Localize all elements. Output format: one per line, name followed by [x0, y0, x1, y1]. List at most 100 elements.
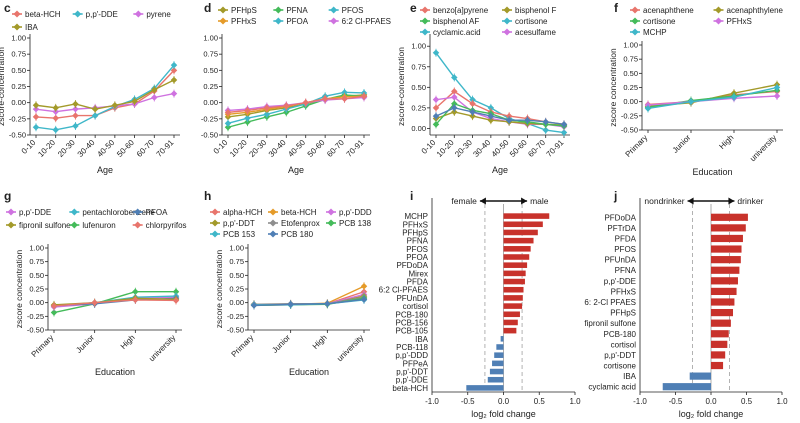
panel-letter-h: h — [204, 189, 211, 203]
panel-letter-j: j — [613, 189, 617, 203]
x-tick-label-d-1: 10-20 — [228, 138, 249, 159]
legend-marker-g-5 — [134, 221, 142, 229]
x-tick-label-f-0: Primary — [624, 133, 650, 159]
data-point-f-4-1 — [687, 98, 695, 105]
x-tick-label-j-3: 0.5 — [741, 397, 753, 406]
bar-label-i-8: PFDA — [407, 278, 429, 287]
x-tick-label-e-7: 70-91 — [545, 138, 566, 159]
data-point-c-3-2 — [72, 100, 79, 108]
y-tick-label-f-5: 0.75 — [623, 55, 638, 64]
legend-marker-e-2 — [421, 17, 429, 25]
legend-label-h-6: PCB 153 — [223, 230, 256, 239]
y-axis-title-h: zscore concentration — [214, 250, 224, 329]
data-point-c-3-5 — [131, 98, 138, 105]
line-chart-d: PFHpS PFNA PFOS PFHxS PFOA 6:2 Cl-PFAES -0.50 -… — [201, 6, 391, 175]
legend-marker-d-4 — [274, 17, 282, 25]
bar-label-j-6: p,p'-DDE — [604, 277, 636, 286]
legend-marker-h-5 — [327, 219, 335, 227]
data-point-d-5-1 — [244, 107, 251, 114]
bar-label-i-0: MCHP — [404, 212, 428, 221]
bar-label-j-1: PFTrDA — [607, 224, 636, 233]
legend-label-g-5: chlorpyrifos — [146, 221, 187, 230]
bar-i-12 — [503, 311, 520, 318]
y-tick-label-c-2: 0.00 — [11, 98, 26, 107]
x-tick-label-i-4: 1.0 — [569, 397, 581, 406]
series-line-d-2 — [227, 91, 365, 125]
arrow-head-left-j — [687, 197, 694, 205]
data-point-c-3-0 — [32, 102, 40, 109]
bar-i-14 — [503, 327, 517, 334]
series-line-g-5 — [53, 299, 177, 307]
bar-i-1 — [503, 221, 543, 228]
data-point-d-5-7 — [360, 92, 368, 100]
x-tick-label-c-2: 20-30 — [56, 138, 77, 159]
data-point-c-1-1 — [52, 126, 59, 134]
y-tick-label-h-5: 0.75 — [229, 257, 244, 266]
y-tick-label-e-1: 0.25 — [411, 103, 426, 112]
y-tick-label-f-3: 0.25 — [623, 83, 638, 92]
x-tick-label-e-3: 30-40 — [471, 138, 492, 159]
legend-label-d-5: 6:2 Cl-PFAES — [342, 17, 391, 26]
series-line-e-0 — [435, 52, 565, 134]
x-tick-label-d-6: 60-70 — [325, 138, 346, 159]
bar-j-7 — [711, 287, 737, 296]
legend-marker-f-3 — [714, 17, 723, 25]
bar-label-i-9: 6:2 Cl-PFAES — [379, 286, 428, 295]
series-line-c-3 — [35, 79, 175, 110]
data-point-c-3-7 — [170, 76, 178, 84]
x-tick-label-c-1: 10-20 — [36, 138, 57, 159]
data-point-f-4-2 — [730, 93, 738, 101]
bar-i-9 — [503, 286, 524, 293]
legend-label-c-2: pyrene — [146, 10, 171, 19]
bar-label-i-19: p,p'-DDT — [396, 368, 428, 377]
bar-label-j-3: PFOS — [614, 245, 636, 254]
panel-letter-d: d — [204, 1, 211, 15]
data-point-c-1-3 — [91, 112, 99, 119]
data-point-e-5-3 — [487, 112, 495, 120]
bar-i-19 — [489, 368, 504, 375]
legend-label-e-5: acesulfame — [515, 28, 556, 37]
legend-label-e-4: cyclamic.acid — [433, 28, 481, 37]
bar-j-3 — [711, 245, 742, 253]
legend-marker-e-0 — [421, 6, 429, 14]
bar-label-j-5: PFNA — [615, 266, 637, 275]
data-point-h-7-0 — [250, 302, 258, 309]
legend-label-d-4: PFOA — [286, 17, 308, 26]
data-point-e-4-1 — [451, 100, 458, 108]
legend-marker-c-3 — [13, 23, 21, 31]
panel-letter-e: e — [410, 1, 417, 15]
legend-label-f-4: MCHP — [643, 28, 667, 37]
x-tick-label-d-4: 40-50 — [286, 138, 307, 159]
y-tick-label-e-3: 0.75 — [411, 62, 426, 71]
bar-j-0 — [711, 213, 748, 221]
y-axis-title-f: zscore concentration — [608, 48, 618, 127]
data-point-g-5-3 — [172, 297, 180, 304]
series-line-g-0 — [53, 291, 176, 314]
bar-chart-j: -1.0 -0.5 0.0 0.5 1.0 log₂ fold change nondrin… — [584, 196, 788, 419]
x-tick-label-e-6: 60-70 — [526, 138, 547, 159]
x-tick-label-h-0: Primary — [230, 333, 256, 359]
bar-label-i-3: PFNA — [407, 237, 429, 246]
legend-label-e-2: bisphenol AF — [433, 17, 479, 26]
data-point-d-5-6 — [341, 95, 348, 103]
x-tick-label-c-6: 60-70 — [135, 138, 156, 159]
data-point-f-3-3 — [773, 92, 781, 100]
bar-i-7 — [503, 270, 526, 277]
line-chart-h: alpha-HCH beta-HCH p,p'-DDD p,p'-DDT Etofenp… — [210, 208, 372, 377]
data-point-e-0-6 — [542, 126, 549, 134]
x-tick-label-g-0: Primary — [30, 333, 56, 359]
legend-label-g-1: pentachlorobenzene — [82, 208, 155, 217]
x-tick-label-i-3: 0.5 — [534, 397, 546, 406]
bar-label-j-7: PFHxS — [611, 287, 636, 296]
x-tick-label-d-0: 0-10 — [212, 138, 230, 156]
x-tick-label-c-7: 70-91 — [155, 138, 176, 159]
x-tick-label-h-2: High — [311, 333, 329, 351]
x-axis-title-j: log₂ fold change — [679, 409, 744, 419]
y-tick-label-h-1: -0.25 — [227, 312, 244, 321]
legend-marker-h-3 — [211, 219, 219, 227]
bar-j-15 — [689, 372, 711, 380]
x-axis-title-g: Education — [95, 367, 135, 377]
y-tick-label-g-3: 0.25 — [29, 285, 44, 294]
y-tick-label-h-3: 0.25 — [229, 285, 244, 294]
series-line-c-1 — [35, 64, 175, 131]
